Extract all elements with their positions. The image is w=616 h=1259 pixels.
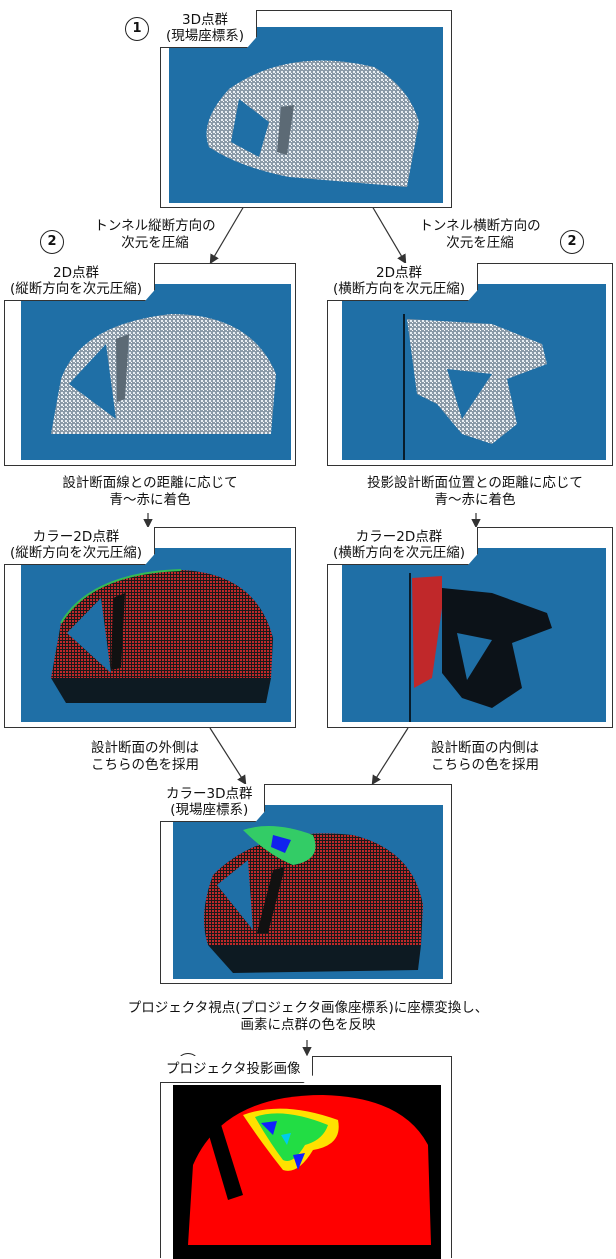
label-compress-longitudinal: トンネル縦断方向の 次元を圧縮 [94, 218, 216, 251]
label-coordinate-transform: プロジェクタ視点(プロジェクタ画像座標系)に座標変換し、 画素に点群の色を反映 [127, 1000, 489, 1033]
color-point-cloud-3d-image [173, 805, 443, 979]
box-color-2d-longitudinal-title: カラー2D点群 (縦断方向を次元圧縮) [4, 527, 155, 565]
arrow-color-long-to-3d [209, 727, 247, 786]
color-point-cloud-2d-longitudinal-image [21, 548, 291, 722]
step-1-badge: 1 [125, 17, 149, 41]
point-cloud-2d-longitudinal-image [21, 284, 291, 460]
box-color-3d-point-cloud: カラー3D点群 (現場座標系) [160, 784, 452, 984]
box-projector-image: プロジェクタ投影画像 [160, 1056, 452, 1259]
box-2d-longitudinal-title: 2D点群 (縦断方向を次元圧縮) [4, 263, 155, 301]
projector-projection-image [173, 1085, 441, 1259]
point-cloud-2d-cross-image [342, 284, 606, 460]
arrow-3d-to-2d-long [209, 205, 245, 265]
box-3d-point-cloud: 3D点群 (現場座標系) [160, 10, 452, 208]
box-2d-cross: 2D点群 (横断方向を次元圧縮) [327, 263, 613, 466]
label-adopt-inside: 設計断面の内側は こちらの色を採用 [431, 740, 539, 773]
box-color-2d-longitudinal: カラー2D点群 (縦断方向を次元圧縮) [4, 527, 296, 728]
label-compress-cross: トンネル横断方向の 次元を圧縮 [419, 218, 541, 251]
box-color-2d-cross: カラー2D点群 (横断方向を次元圧縮) [327, 527, 613, 728]
label-color-by-projected-design: 投影設計断面位置との距離に応じて 青〜赤に着色 [367, 475, 583, 508]
box-3d-title: 3D点群 (現場座標系) [160, 10, 257, 48]
label-adopt-outside: 設計断面の外側は こちらの色を採用 [91, 740, 199, 773]
box-color-2d-cross-title: カラー2D点群 (横断方向を次元圧縮) [327, 527, 478, 565]
box-color-3d-title: カラー3D点群 (現場座標系) [160, 784, 265, 822]
box-projector-title: プロジェクタ投影画像 [160, 1056, 313, 1083]
arrow-3d-to-2d-cross [371, 205, 407, 265]
step-2-left-badge: 2 [40, 230, 64, 254]
arrow-color-cross-to-3d [371, 727, 409, 786]
box-2d-cross-title: 2D点群 (横断方向を次元圧縮) [327, 263, 478, 301]
box-2d-longitudinal: 2D点群 (縦断方向を次元圧縮) [4, 263, 296, 466]
label-color-by-design-line: 設計断面線との距離に応じて 青〜赤に着色 [62, 475, 238, 508]
color-point-cloud-2d-cross-image [342, 548, 606, 722]
point-cloud-3d-image [169, 27, 443, 203]
step-2-right-badge: 2 [560, 230, 584, 254]
